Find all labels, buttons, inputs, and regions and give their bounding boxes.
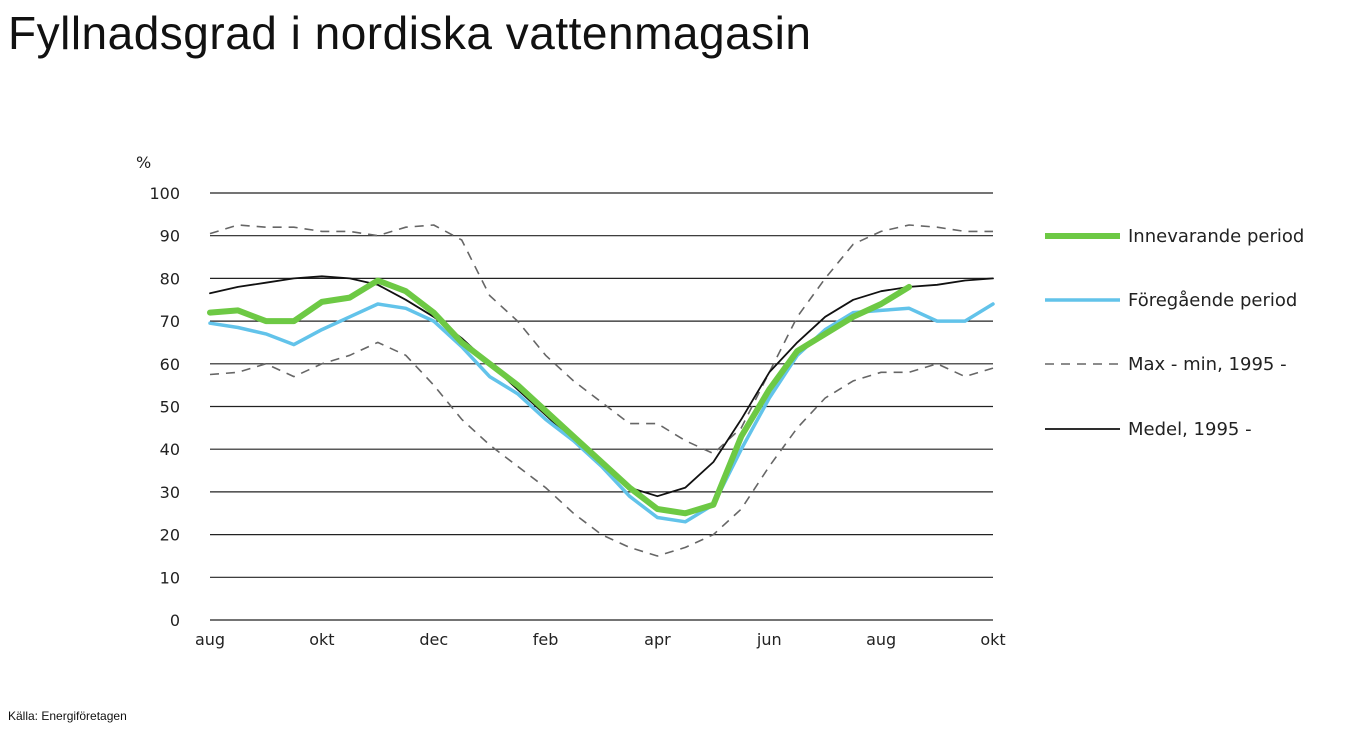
legend-label: Innevarande period [1128, 226, 1304, 247]
series-lines [207, 224, 995, 557]
x-tick-label: okt [980, 630, 1005, 649]
series-line-4 [207, 277, 913, 517]
y-tick-label: 40 [160, 440, 180, 459]
x-axis-ticks: aug okt dec feb apr jun aug okt [195, 630, 1006, 649]
y-tick-label: 20 [160, 526, 180, 545]
series-line-3 [208, 302, 995, 524]
y-tick-label: 90 [160, 227, 180, 246]
y-axis-ticks: 0 10 20 30 40 50 60 70 80 90 100 [149, 184, 180, 630]
y-tick-label: 60 [160, 355, 180, 374]
y-axis-label: % [136, 153, 151, 172]
y-tick-label: 50 [160, 398, 180, 417]
y-tick-label: 70 [160, 312, 180, 331]
x-tick-label: jun [756, 630, 782, 649]
grid [210, 192, 993, 621]
legend-label: Max - min, 1995 - [1128, 354, 1287, 375]
x-tick-label: aug [866, 630, 896, 649]
legend-label: Medel, 1995 - [1128, 419, 1252, 440]
legend-label: Föregående period [1128, 290, 1297, 311]
y-tick-label: 10 [160, 568, 180, 587]
x-tick-label: dec [419, 630, 448, 649]
series-line-max [209, 224, 993, 455]
y-tick-label: 80 [160, 269, 180, 288]
source-note: Källa: Energiföretagen [8, 709, 127, 723]
y-tick-label: 30 [160, 483, 180, 502]
y-tick-label: 0 [170, 611, 180, 630]
x-tick-label: aug [195, 630, 225, 649]
page-title: Fyllnadsgrad i nordiska vattenmagasin [8, 7, 812, 59]
series-line-min [209, 341, 994, 557]
x-tick-label: okt [309, 630, 334, 649]
y-tick-label: 100 [149, 184, 180, 203]
x-tick-label: feb [533, 630, 559, 649]
legend: Innevarande period Föregående period Max -… [1045, 226, 1304, 440]
x-tick-label: apr [644, 630, 671, 649]
